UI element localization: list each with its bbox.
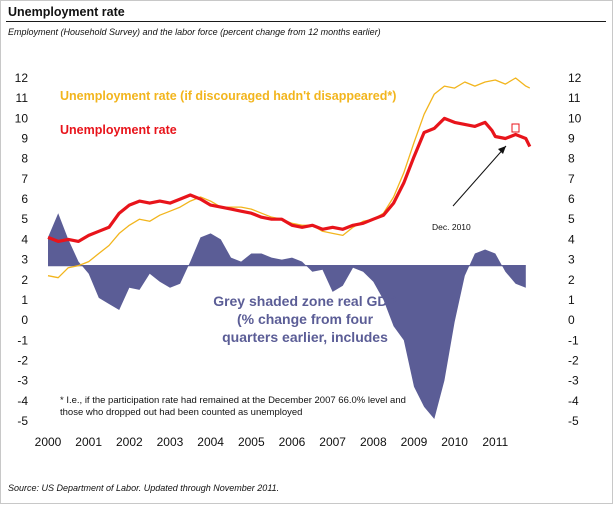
y-tick-right: 4 <box>568 232 575 246</box>
y-tick-left: 5 <box>21 212 28 226</box>
y-tick-left: 4 <box>21 232 28 246</box>
y-tick-right: 10 <box>568 111 582 125</box>
x-tick: 2004 <box>197 435 224 449</box>
y-tick-left: -4 <box>17 394 28 408</box>
legend-unemployment: Unemployment rate <box>60 123 177 137</box>
legend-discouraged: Unemployment rate (if discouraged hadn't… <box>60 89 396 103</box>
y-tick-right: 8 <box>568 152 575 166</box>
y-tick-left: 6 <box>21 192 28 206</box>
x-tick: 2006 <box>279 435 306 449</box>
y-tick-left: -1 <box>17 333 28 347</box>
source-note: Source: US Department of Labor. Updated … <box>8 483 280 493</box>
discouraged-rate-line <box>47 77 531 279</box>
x-tick: 2005 <box>238 435 265 449</box>
y-tick-right: 5 <box>568 212 575 226</box>
x-tick: 2009 <box>401 435 428 449</box>
callout-arrowhead <box>498 146 506 154</box>
callout-arrow <box>452 145 507 207</box>
x-tick: 2000 <box>35 435 62 449</box>
footnote-line: those who dropped out had been counted a… <box>60 407 302 418</box>
y-tick-right: 2 <box>568 273 575 287</box>
chart-subtitle: Employment (Household Survey) and the la… <box>8 27 381 37</box>
y-tick-left: 10 <box>15 111 29 125</box>
y-tick-right: 12 <box>568 71 582 85</box>
annotation-layer: Unemployment rate (if discouraged hadn't… <box>60 89 520 418</box>
x-tick: 2010 <box>441 435 468 449</box>
y-tick-right: 3 <box>568 253 575 267</box>
callout-label: Dec. 2010 <box>432 222 471 232</box>
y-tick-right: 9 <box>568 132 575 146</box>
y-tick-right: 7 <box>568 172 575 186</box>
gdp-annotation-line: quarters earlier, includes <box>222 329 388 345</box>
y-tick-left: -5 <box>17 414 28 428</box>
x-tick: 2002 <box>116 435 143 449</box>
y-tick-left: 7 <box>21 172 28 186</box>
y-tick-right: -3 <box>568 374 579 388</box>
y-tick-left: -2 <box>17 353 28 367</box>
y-tick-right: 6 <box>568 192 575 206</box>
x-tick: 2011 <box>482 435 508 449</box>
y-tick-right: -1 <box>568 333 579 347</box>
y-tick-left: 8 <box>21 152 28 166</box>
gdp-shaded-area <box>48 213 526 419</box>
x-tick: 2003 <box>157 435 184 449</box>
y-tick-right: 0 <box>568 313 575 327</box>
y-tick-right: -5 <box>568 414 579 428</box>
gdp-annotation-line: (% change from four <box>237 311 374 327</box>
series-lines-layer <box>47 77 532 279</box>
y-tick-right: -4 <box>568 394 579 408</box>
chart-title: Unemployment rate <box>8 5 125 19</box>
y-tick-left: 3 <box>21 253 28 267</box>
x-tick: 2008 <box>360 435 387 449</box>
gdp-area-layer <box>48 213 526 419</box>
y-tick-left: 0 <box>21 313 28 327</box>
title-divider <box>6 21 606 22</box>
gdp-annotation-line: Grey shaded zone real GDP <box>213 293 397 309</box>
unemployment-rate-line <box>47 116 532 243</box>
y-tick-left: 12 <box>15 71 29 85</box>
footnote-line: * I.e., if the participation rate had re… <box>60 395 406 406</box>
y-tick-right: -2 <box>568 353 579 367</box>
y-tick-left: 11 <box>16 91 29 105</box>
y-tick-left: -3 <box>17 374 28 388</box>
y-tick-right: 1 <box>568 293 575 307</box>
x-tick: 2007 <box>319 435 346 449</box>
y-tick-left: 2 <box>21 273 28 287</box>
y-tick-left: 1 <box>21 293 28 307</box>
y-tick-right: 11 <box>568 91 581 105</box>
y-tick-left: 9 <box>21 132 28 146</box>
callout-marker <box>511 123 520 133</box>
x-tick: 2001 <box>75 435 102 449</box>
